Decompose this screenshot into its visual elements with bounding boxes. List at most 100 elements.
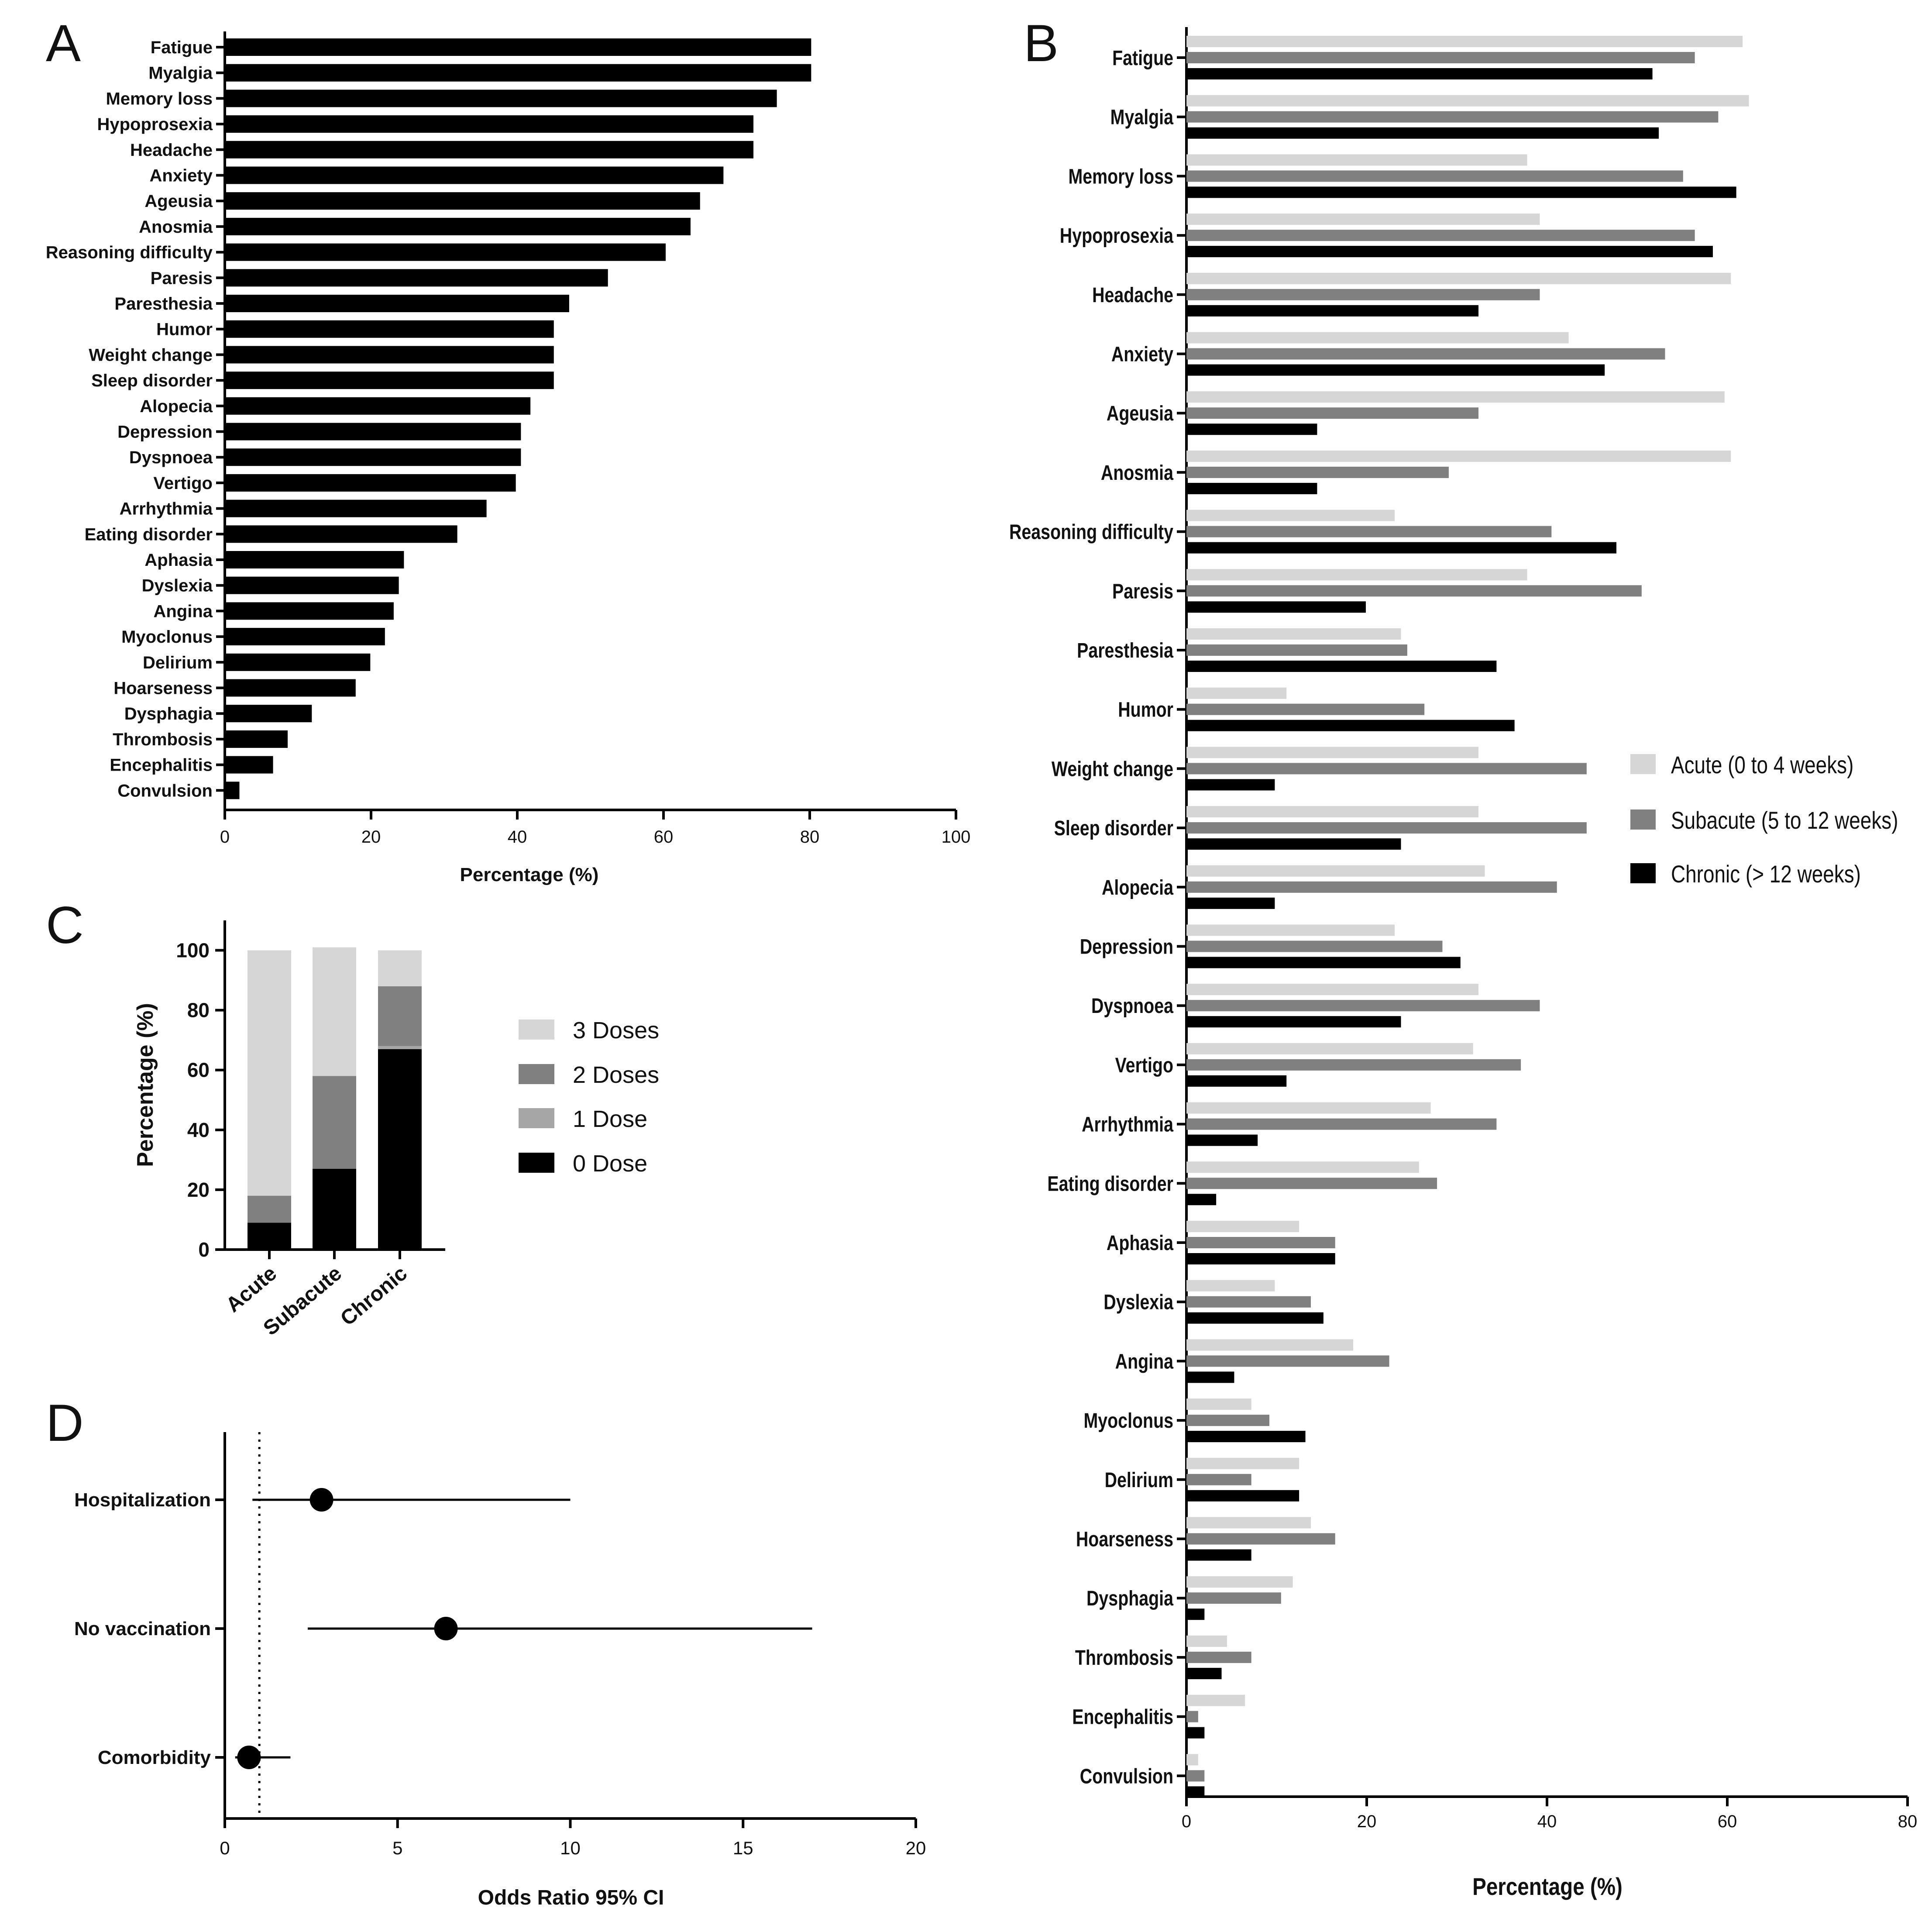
panel-a-bar-arrhythmia bbox=[225, 499, 487, 517]
panel-b-bar-convulsion-subacute bbox=[1186, 1770, 1205, 1782]
panel-b-bar-anosmia-acute bbox=[1186, 450, 1731, 462]
panel-a-category-label: Thrombosis bbox=[113, 730, 213, 749]
panel-c-legend-swatch-1-dose bbox=[519, 1108, 554, 1128]
panel-b-legend-swatch-subacute bbox=[1630, 809, 1656, 830]
panel-c-bar-acute-0-dose bbox=[248, 1223, 291, 1250]
panel-b-bar-anosmia-subacute bbox=[1186, 466, 1449, 478]
panel-c-y-axis-label: Percentage (%) bbox=[133, 1003, 158, 1167]
panel-d-chart: Hospitalization No vaccination Comorbidity… bbox=[74, 1432, 926, 1909]
panel-a-bar-fatigue bbox=[225, 38, 811, 56]
panel-b-bar-dysphagia-subacute bbox=[1186, 1592, 1281, 1604]
panel-b-bar-paresthesia-chronic bbox=[1186, 661, 1497, 672]
panel-b-bar-convulsion-acute bbox=[1186, 1754, 1198, 1766]
panel-b-x-tick-label: 40 bbox=[1537, 1812, 1557, 1831]
panel-b-bar-vertigo-acute bbox=[1186, 1043, 1473, 1054]
panel-a-bar-sleep-disorder bbox=[225, 372, 554, 389]
panel-a-category-label: Alopecia bbox=[140, 397, 213, 416]
panel-b-bar-encephalitis-subacute bbox=[1186, 1711, 1198, 1722]
panel-b-bar-myalgia-subacute bbox=[1186, 111, 1719, 123]
panel-a-category-label: Arrhythmia bbox=[120, 499, 213, 519]
panel-d-point-comorbidity bbox=[237, 1746, 261, 1769]
panel-b-bar-reasoning-difficulty-acute bbox=[1186, 510, 1395, 521]
panel-a-category-label: Vertigo bbox=[153, 474, 213, 493]
panel-a-bar-aphasia bbox=[225, 551, 404, 568]
panel-b-legend-label: Subacute (5 to 12 weeks) bbox=[1671, 807, 1898, 834]
panel-d-point-hospitalization bbox=[309, 1488, 333, 1512]
panel-b-bar-dyspnoea-acute bbox=[1186, 984, 1479, 995]
panel-b-category-label: Thrombosis bbox=[1075, 1646, 1173, 1670]
panel-a-bar-encephalitis bbox=[225, 756, 273, 774]
panel-b-category-label: Anxiety bbox=[1111, 343, 1174, 366]
panel-b-bar-depression-chronic bbox=[1186, 957, 1461, 968]
panel-a-category-label: Angina bbox=[153, 602, 213, 621]
panel-b-bar-myalgia-acute bbox=[1186, 95, 1749, 107]
panel-a-category-label: Reasoning difficulty bbox=[46, 243, 213, 262]
panel-a-x-tick-label: 80 bbox=[800, 827, 820, 847]
panel-b-bar-ageusia-subacute bbox=[1186, 407, 1479, 419]
panel-b-bar-memory-loss-chronic bbox=[1186, 186, 1736, 198]
panel-a-bar-weight-change bbox=[225, 346, 554, 364]
panel-b-bar-reasoning-difficulty-chronic bbox=[1186, 542, 1617, 554]
panel-a-category-label: Myalgia bbox=[148, 64, 213, 83]
panel-b-category-label: Sleep disorder bbox=[1054, 816, 1173, 840]
panel-b-category-label: Weight change bbox=[1052, 758, 1173, 781]
panel-d-category-label: No vaccination bbox=[74, 1618, 211, 1639]
panel-b-category-label: Delirium bbox=[1105, 1468, 1173, 1492]
panel-b-category-label: Myoclonus bbox=[1084, 1409, 1173, 1433]
panel-b-bar-myoclonus-acute bbox=[1186, 1398, 1251, 1410]
panel-b-bar-eating-disorder-subacute bbox=[1186, 1178, 1437, 1189]
panel-b-category-label: Arrhythmia bbox=[1082, 1113, 1173, 1137]
panel-b-bar-hoarseness-subacute bbox=[1186, 1533, 1335, 1545]
panel-b-bar-sleep-disorder-subacute bbox=[1186, 822, 1587, 834]
panel-d-x-tick-label: 20 bbox=[906, 1838, 926, 1858]
panel-b-category-label: Depression bbox=[1080, 935, 1173, 959]
panel-a-bar-eating-disorder bbox=[225, 525, 457, 543]
panel-a-bar-myoclonus bbox=[225, 628, 385, 646]
panel-a-bar-reasoning-difficulty bbox=[225, 243, 666, 261]
panel-b-bar-hypoprosexia-subacute bbox=[1186, 230, 1695, 241]
panel-a-category-label: Dyslexia bbox=[142, 576, 213, 596]
panel-b-legend-swatch-chronic bbox=[1630, 863, 1656, 883]
panel-b-bar-anxiety-chronic bbox=[1186, 364, 1605, 376]
panel-a-bar-vertigo bbox=[225, 474, 516, 492]
panel-c-legend-label: 0 Dose bbox=[573, 1150, 647, 1177]
panel-a-category-label: Anxiety bbox=[150, 166, 213, 186]
panel-b-bar-ageusia-acute bbox=[1186, 391, 1725, 403]
panel-b-bar-anxiety-acute bbox=[1186, 332, 1569, 344]
panel-b-category-label: Anosmia bbox=[1101, 461, 1174, 485]
panel-a-bar-dysphagia bbox=[225, 705, 312, 723]
panel-b-category-label: Hypoprosexia bbox=[1060, 224, 1174, 248]
panel-a-category-label: Fatigue bbox=[151, 38, 213, 57]
panel-b-bar-humor-chronic bbox=[1186, 720, 1515, 731]
panel-a-x-tick-label: 0 bbox=[220, 827, 230, 847]
panel-c-bar-acute-2-doses bbox=[248, 1195, 291, 1223]
panel-b-category-label: Dysphagia bbox=[1086, 1587, 1174, 1611]
panel-a-x-axis-label: Percentage (%) bbox=[460, 864, 599, 885]
panel-b-bar-aphasia-acute bbox=[1186, 1221, 1299, 1232]
panel-b-bar-humor-acute bbox=[1186, 687, 1287, 699]
panel-b-bar-encephalitis-acute bbox=[1186, 1695, 1245, 1706]
panel-a-category-label: Convulsion bbox=[117, 781, 213, 800]
panel-a-chart: Fatigue Myalgia Memory loss Hypoprosexia Hea… bbox=[46, 31, 970, 885]
panel-a-bar-dyspnoea bbox=[225, 448, 521, 466]
panel-c-y-tick-label: 0 bbox=[198, 1238, 210, 1261]
panel-b-bar-paresis-subacute bbox=[1186, 585, 1642, 597]
panel-c-bar-acute-3-doses bbox=[248, 950, 291, 1196]
panel-b-bar-hypoprosexia-acute bbox=[1186, 214, 1540, 225]
panel-a-category-label: Hoarseness bbox=[113, 679, 213, 698]
panel-b-bar-weight-change-acute bbox=[1186, 747, 1479, 758]
panel-b-bar-paresis-chronic bbox=[1186, 601, 1366, 613]
panel-b-bar-eating-disorder-chronic bbox=[1186, 1194, 1217, 1205]
panel-b-bar-vertigo-subacute bbox=[1186, 1059, 1521, 1071]
panel-a-category-label: Myoclonus bbox=[121, 627, 213, 647]
panel-b-legend-label: Acute (0 to 4 weeks) bbox=[1671, 751, 1853, 778]
panel-c-y-tick-label: 60 bbox=[187, 1059, 210, 1081]
panel-c-legend-label: 3 Doses bbox=[573, 1017, 659, 1044]
panel-b-bar-depression-acute bbox=[1186, 924, 1395, 936]
panel-b-bar-paresis-acute bbox=[1186, 569, 1527, 581]
panel-b-category-label: Convulsion bbox=[1080, 1765, 1173, 1788]
panel-b-bar-thrombosis-subacute bbox=[1186, 1651, 1251, 1663]
panel-c-y-tick-label: 80 bbox=[187, 999, 210, 1022]
panel-b-bar-alopecia-acute bbox=[1186, 865, 1485, 877]
panel-d-point-no-vaccination bbox=[434, 1617, 458, 1640]
